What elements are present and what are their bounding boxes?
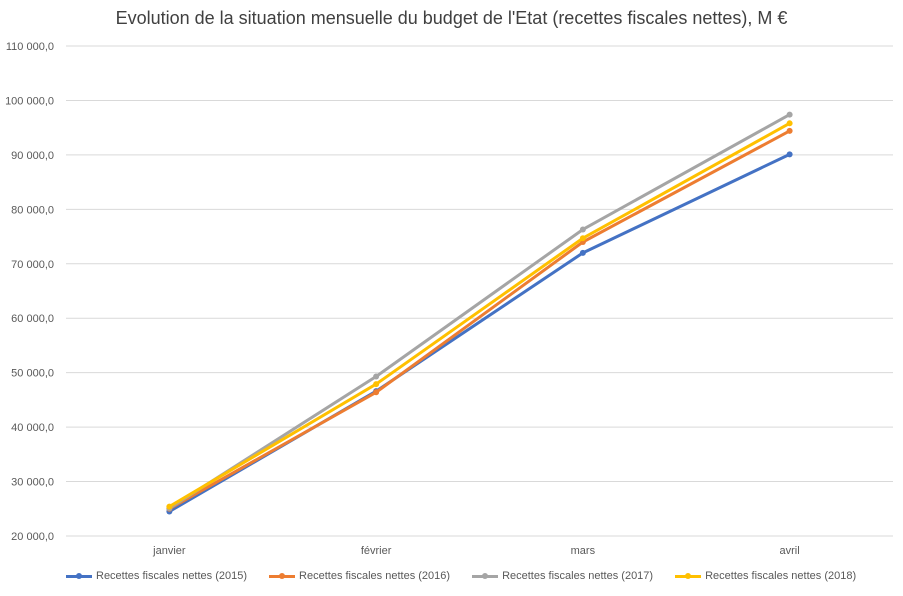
data-point — [579, 249, 586, 256]
y-tick-label: 70 000,0 — [11, 259, 54, 271]
legend-item: Recettes fiscales nettes (2018) — [675, 570, 856, 582]
legend-label: Recettes fiscales nettes (2017) — [502, 570, 654, 582]
x-tick-label: janvier — [152, 545, 186, 557]
data-point — [373, 381, 380, 388]
y-tick-label: 100 000,0 — [5, 95, 54, 107]
legend-label: Recettes fiscales nettes (2016) — [299, 570, 451, 582]
series-line — [167, 121, 792, 509]
x-tick-label: mars — [571, 545, 596, 557]
x-tick-label: février — [361, 545, 392, 557]
legend-swatch — [675, 571, 702, 581]
legend-item: Recettes fiscales nettes (2016) — [269, 570, 450, 582]
data-point — [786, 127, 793, 134]
chart-title: Evolution de la situation mensuelle du b… — [115, 8, 788, 28]
legend-swatch — [472, 571, 499, 581]
y-tick-label: 90 000,0 — [11, 150, 54, 162]
legend-item: Recettes fiscales nettes (2015) — [66, 570, 247, 582]
data-point — [373, 389, 380, 396]
data-point — [786, 111, 793, 118]
series-line — [167, 113, 792, 510]
y-tick-label: 30 000,0 — [11, 477, 54, 489]
data-point — [786, 151, 793, 158]
y-tick-label: 20 000,0 — [11, 531, 54, 543]
x-tick-label: avril — [780, 545, 800, 557]
legend-swatch — [269, 571, 296, 581]
data-point — [786, 120, 793, 127]
legend-item: Recettes fiscales nettes (2017) — [472, 570, 653, 582]
chart-legend: Recettes fiscales nettes (2015) Recettes … — [66, 570, 878, 582]
data-point — [579, 235, 586, 242]
y-tick-label: 110 000,0 — [6, 41, 54, 53]
data-point — [166, 503, 173, 510]
legend-swatch — [66, 571, 92, 581]
legend-label: Recettes fiscales nettes (2015) — [96, 570, 248, 582]
y-tick-label: 60 000,0 — [11, 313, 54, 325]
legend-label: Recettes fiscales nettes (2018) — [705, 570, 857, 582]
data-point — [579, 226, 586, 233]
y-tick-label: 40 000,0 — [11, 422, 54, 434]
series-line — [167, 129, 792, 511]
y-tick-label: 80 000,0 — [11, 204, 54, 216]
data-point — [373, 373, 380, 380]
y-tick-label: 50 000,0 — [11, 368, 54, 380]
